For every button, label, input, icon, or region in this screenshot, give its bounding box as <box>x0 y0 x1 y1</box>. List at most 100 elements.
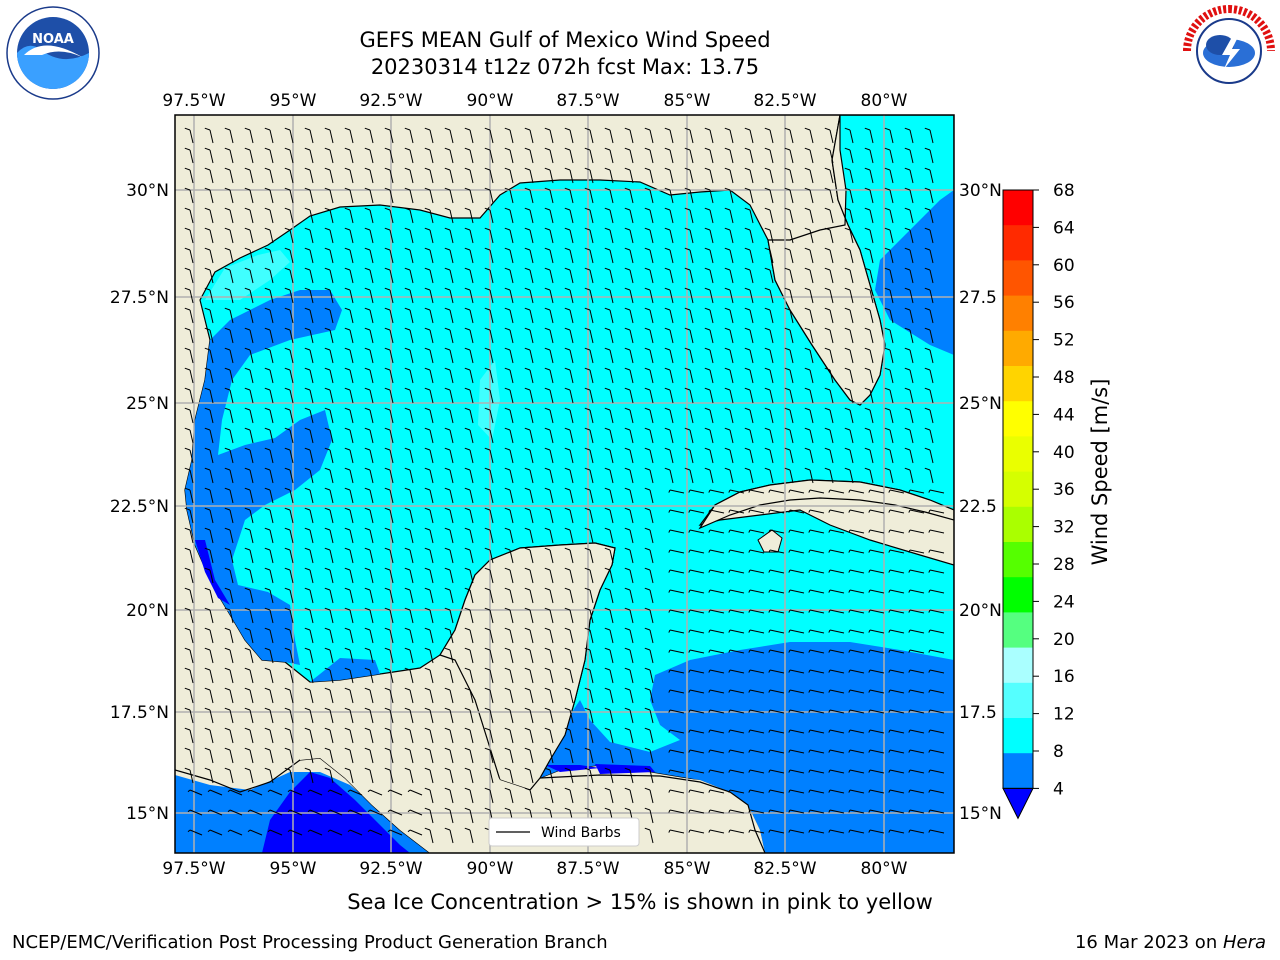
wind-barb <box>324 127 334 144</box>
wind-barb <box>404 627 414 644</box>
wind-barb <box>204 207 214 224</box>
wind-barb <box>364 747 374 764</box>
wind-barb <box>868 789 885 794</box>
florida-land <box>767 115 886 406</box>
wind-barb <box>824 367 834 384</box>
wind-barb <box>444 347 454 364</box>
wind-barb <box>768 489 785 494</box>
wind-barb <box>868 569 885 574</box>
wind-barb <box>204 327 214 344</box>
wind-barb <box>464 427 474 444</box>
wind-barb <box>564 207 574 224</box>
wind-barb <box>928 829 945 834</box>
wind-barb <box>928 549 945 554</box>
wind-barb <box>324 427 334 444</box>
yucatan-land <box>439 542 616 791</box>
wind-barb <box>884 447 894 464</box>
wind-barb <box>524 527 534 544</box>
wind-barb <box>504 187 514 204</box>
wind-barb <box>304 527 314 544</box>
wind-barb <box>224 307 234 324</box>
wind-barb <box>864 427 874 444</box>
wind-barb <box>684 347 694 364</box>
wind-barb <box>564 167 574 184</box>
wind-barb <box>564 667 574 684</box>
wind-barb <box>404 407 414 424</box>
wind-barb <box>564 147 574 164</box>
wind-barb <box>744 127 754 144</box>
wind-barb <box>888 629 905 634</box>
wind-barb <box>344 627 354 644</box>
wind-barb <box>324 267 334 284</box>
wind-barb <box>804 327 814 344</box>
wind-barb <box>484 387 494 404</box>
wind-barb <box>324 147 334 164</box>
wind-barb <box>624 207 634 224</box>
wind-barb <box>224 527 234 544</box>
footer-host: Hera <box>1222 932 1266 953</box>
wind-barb <box>384 747 394 764</box>
wind-barb <box>244 567 254 584</box>
wind-barb <box>324 507 334 524</box>
wind-barb <box>928 509 945 514</box>
wind-barb <box>244 387 254 404</box>
wind-barb <box>304 627 314 644</box>
wind-barb <box>828 529 845 534</box>
wind-barb <box>304 607 314 624</box>
wind-barb <box>808 829 825 834</box>
wind-barb <box>784 247 794 264</box>
wind-barb <box>644 727 654 744</box>
wind-barb <box>444 827 454 844</box>
wind-barb <box>204 527 214 544</box>
colorbar-tick-label: 44 <box>1053 405 1075 425</box>
wind-barb <box>624 407 634 424</box>
wind-barb <box>444 407 454 424</box>
wind-barb <box>344 207 354 224</box>
wind-barb <box>524 547 534 564</box>
wind-barb <box>904 147 914 164</box>
wind-barb <box>444 707 454 724</box>
wind-barb <box>464 747 474 764</box>
wind-barb <box>424 767 434 784</box>
wind-barb <box>364 567 374 584</box>
wind-barb <box>748 789 765 794</box>
wind-barb <box>204 407 214 424</box>
wind-barb <box>864 387 874 404</box>
wind-barb <box>524 347 534 364</box>
wind-barb <box>247 829 263 836</box>
wind-barb <box>688 689 705 694</box>
wind-barb <box>564 607 574 624</box>
wind-barb <box>344 507 354 524</box>
wind-barb <box>484 487 494 504</box>
wind-barb <box>564 447 574 464</box>
wind-barb <box>387 809 403 816</box>
wind-barb <box>908 709 925 714</box>
wind-barb <box>668 629 685 634</box>
wind-barb <box>444 227 454 244</box>
wind-barb <box>908 589 925 594</box>
wind-barb <box>304 387 314 404</box>
wind-barb <box>784 147 794 164</box>
wind-barb <box>224 187 234 204</box>
wind-barb <box>884 307 894 324</box>
wind-barb <box>347 829 363 836</box>
wind-barb <box>708 809 725 814</box>
wind-barb <box>544 707 554 724</box>
wind-barb <box>504 647 514 664</box>
wind-barb <box>344 147 354 164</box>
wind-barb <box>804 347 814 364</box>
wind-barb <box>524 447 534 464</box>
wind-barb <box>324 347 334 364</box>
wind-barb <box>784 227 794 244</box>
wind-barb <box>324 487 334 504</box>
wind-barb <box>564 347 574 364</box>
wind-barb <box>364 147 374 164</box>
wind-barb <box>264 167 274 184</box>
wind-barb <box>324 187 334 204</box>
wind-barb <box>384 267 394 284</box>
wind-barb <box>404 367 414 384</box>
wind-barb <box>864 367 874 384</box>
wind-barb <box>808 789 825 794</box>
wind-barb <box>784 307 794 324</box>
wind-barb <box>768 569 785 574</box>
